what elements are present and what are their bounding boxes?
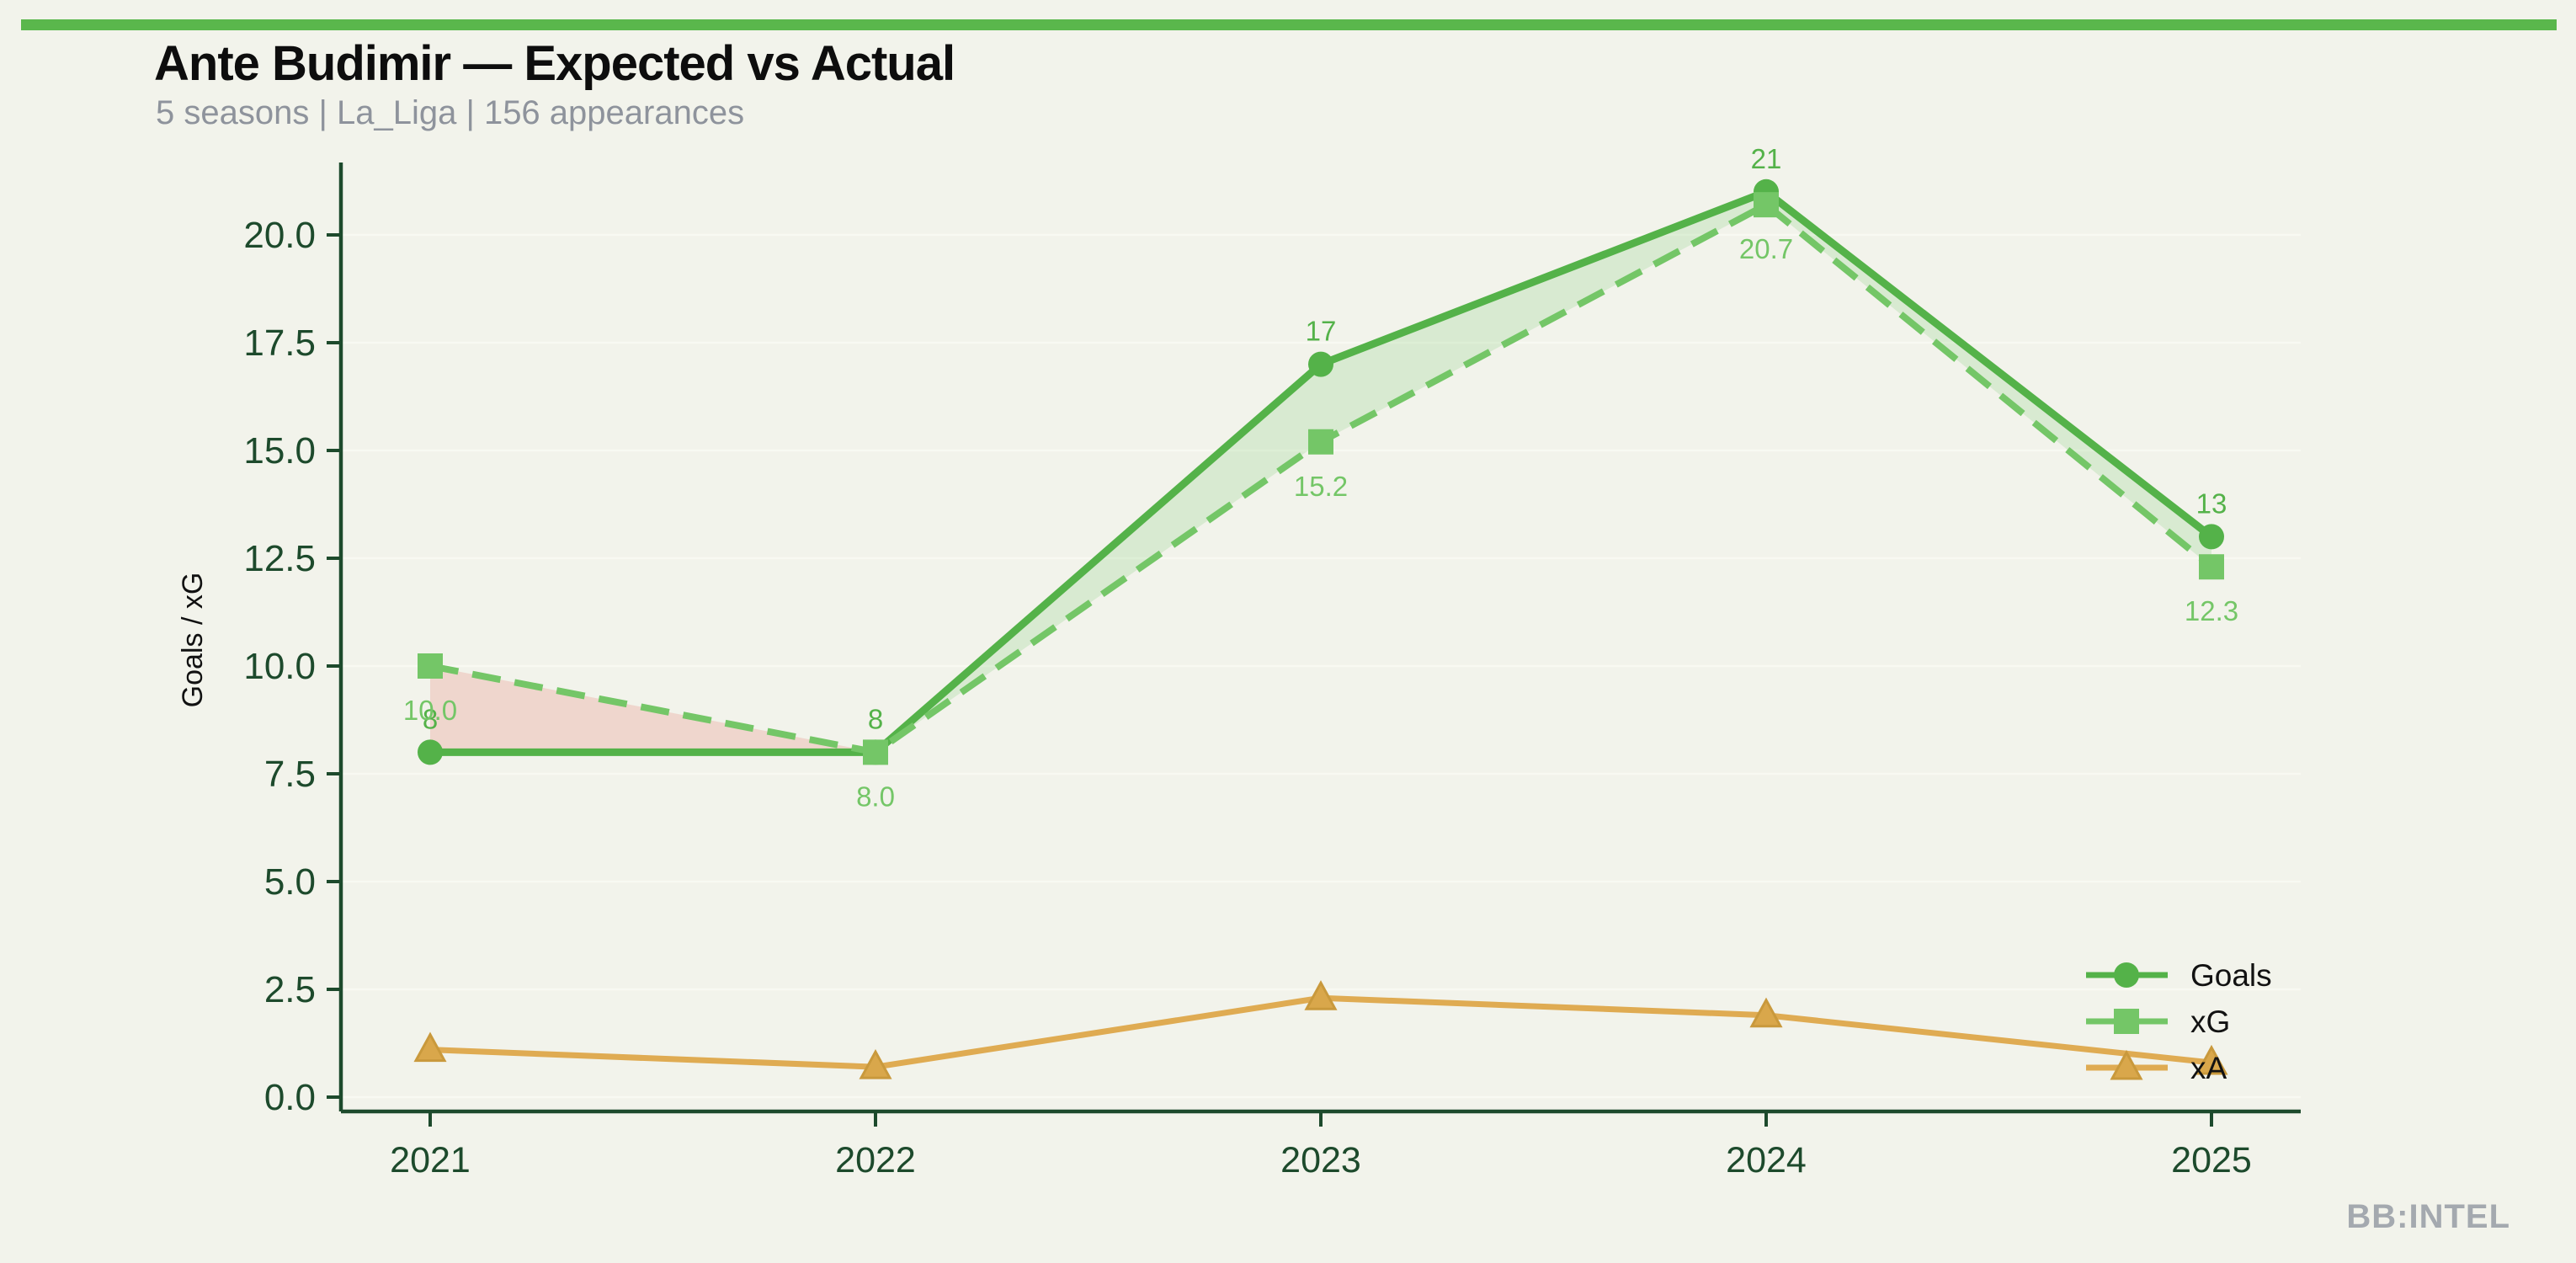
xg-data-label: 8.0 bbox=[856, 781, 895, 812]
y-tick-label: 2.5 bbox=[264, 969, 316, 1010]
series-goals-marker bbox=[1308, 351, 1333, 377]
y-tick-label: 10.0 bbox=[243, 646, 316, 687]
goals-data-label: 13 bbox=[2196, 488, 2227, 519]
legend-xa-marker bbox=[2110, 1049, 2143, 1080]
y-tick-label: 20.0 bbox=[243, 215, 316, 256]
y-tick-label: 12.5 bbox=[243, 538, 316, 579]
x-tick-label: 2025 bbox=[2171, 1140, 2252, 1180]
series-xg-marker bbox=[2199, 554, 2224, 580]
brand-watermark: BB:INTEL bbox=[2346, 1198, 2510, 1235]
x-tick-label: 2022 bbox=[835, 1140, 916, 1180]
series-xg-marker bbox=[863, 739, 888, 765]
series-xa-marker bbox=[2195, 1044, 2228, 1075]
legend-xg-marker bbox=[2114, 1009, 2139, 1034]
series-xa-marker bbox=[413, 1031, 447, 1063]
goals-data-label: 8 bbox=[868, 703, 883, 734]
series-xa-marker bbox=[859, 1049, 892, 1079]
xg-data-label: 20.7 bbox=[1739, 233, 1793, 264]
series-xg-marker bbox=[418, 653, 443, 679]
legend-entry-label: Goals bbox=[2190, 958, 2272, 993]
xg-data-label: 12.3 bbox=[2185, 595, 2238, 626]
series-goals-marker bbox=[418, 739, 443, 765]
top-accent-bar bbox=[21, 19, 2557, 30]
y-tick-label: 7.5 bbox=[264, 754, 316, 795]
xg-data-label: 15.2 bbox=[1294, 471, 1348, 502]
legend-goals-marker bbox=[2114, 962, 2139, 988]
xg-data-label: 10.0 bbox=[403, 695, 457, 726]
y-tick-label: 5.0 bbox=[264, 861, 316, 903]
y-tick-label: 15.0 bbox=[243, 430, 316, 472]
diff-fill-goals-over-xg bbox=[1321, 191, 1766, 442]
x-tick-label: 2023 bbox=[1280, 1140, 1361, 1180]
y-tick-label: 0.0 bbox=[264, 1077, 316, 1118]
diff-fill-goals-over-xg bbox=[1766, 191, 2211, 568]
goals-data-label: 17 bbox=[1306, 316, 1337, 347]
chart-subtitle: 5 seasons | La_Liga | 156 appearances bbox=[156, 94, 745, 131]
legend-entry-label: xA bbox=[2190, 1051, 2227, 1085]
chart-title: Ante Budimir — Expected vs Actual bbox=[154, 36, 955, 91]
x-tick-label: 2024 bbox=[1726, 1140, 1807, 1180]
series-xg-marker bbox=[1308, 429, 1333, 455]
y-tick-label: 17.5 bbox=[243, 322, 316, 364]
goals-data-label: 21 bbox=[1751, 143, 1782, 174]
series-xa-marker bbox=[1749, 997, 1783, 1028]
x-tick-label: 2021 bbox=[390, 1140, 471, 1180]
goals-data-label: 8 bbox=[423, 703, 438, 734]
series-xa-marker bbox=[1304, 980, 1338, 1010]
y-axis-label: Goals / xG bbox=[177, 573, 209, 708]
series-xg-marker bbox=[1754, 192, 1779, 218]
legend-entry-label: xG bbox=[2190, 1005, 2230, 1039]
series-goals-marker bbox=[2199, 524, 2224, 550]
